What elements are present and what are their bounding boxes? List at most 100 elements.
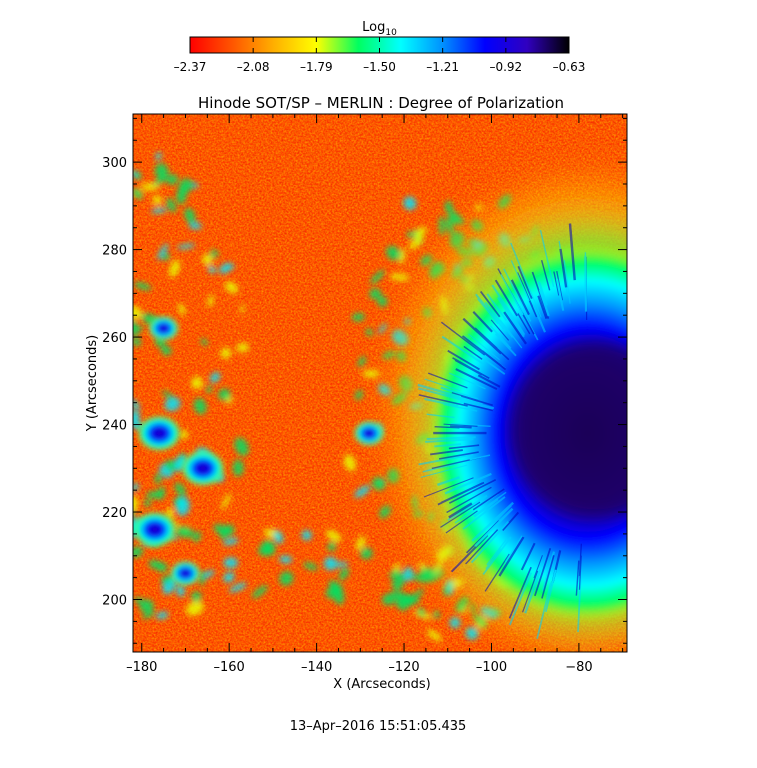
network-element <box>134 596 144 605</box>
network-element <box>164 397 181 412</box>
fibril <box>422 463 457 473</box>
fibril <box>438 451 479 460</box>
network-element <box>192 531 201 542</box>
x-axis-label: X (Arcseconds) <box>333 677 430 692</box>
network-element <box>279 555 293 564</box>
y-axis-label: Y (Arcseconds) <box>85 335 100 432</box>
network-element <box>152 195 162 205</box>
network-element <box>417 607 426 617</box>
network-element <box>351 313 365 322</box>
fibril <box>430 449 463 456</box>
network-element <box>465 626 479 640</box>
fibril <box>448 479 497 504</box>
fibril <box>441 335 484 365</box>
fibril <box>510 242 533 296</box>
fibril <box>541 551 556 591</box>
fibril <box>469 454 491 461</box>
network-element <box>177 243 195 249</box>
network-element <box>403 567 414 582</box>
network-element <box>392 572 406 591</box>
fibril <box>489 325 512 350</box>
y-tick-label: 260 <box>102 331 127 346</box>
network-element <box>162 390 175 400</box>
network-element <box>420 254 433 266</box>
fibril <box>446 486 492 514</box>
network-element <box>229 582 247 593</box>
x-tick-label: –120 <box>388 660 419 675</box>
network-element <box>473 614 488 628</box>
fibril <box>427 372 468 389</box>
fibril <box>537 281 548 306</box>
fibril <box>494 279 518 317</box>
fibril <box>544 569 557 613</box>
fibril <box>517 265 533 300</box>
network-element <box>174 482 186 496</box>
colorbar: Log10 –2.37 –2.08 –1.79 –1.50 –1.21 –0.92 –0.6… <box>174 20 586 74</box>
colorbar-tick-label: –1.21 <box>426 60 459 74</box>
fibril <box>437 481 485 506</box>
fibril <box>455 368 498 391</box>
fibril <box>517 313 531 335</box>
network-element <box>218 388 231 401</box>
network-element <box>179 430 189 439</box>
fibril <box>490 319 510 341</box>
fibril <box>503 311 527 345</box>
fibril <box>568 223 576 281</box>
network-element <box>449 617 461 629</box>
x-tick-label: −80 <box>565 660 592 675</box>
fibril <box>468 333 500 361</box>
fibril <box>443 423 478 427</box>
fibril <box>440 386 479 401</box>
fibril <box>473 498 499 518</box>
fibril <box>448 502 473 519</box>
fibril <box>482 536 512 575</box>
fibril <box>556 271 563 301</box>
network-element <box>414 226 427 238</box>
network-element <box>162 253 171 261</box>
fibril <box>494 333 517 357</box>
fibril <box>484 301 514 338</box>
network-element <box>209 249 219 259</box>
fibril <box>575 560 580 596</box>
fibril <box>533 555 543 579</box>
network-element <box>221 493 231 510</box>
y-tick-label: 280 <box>102 244 127 259</box>
network-element <box>191 591 202 602</box>
fibril <box>459 400 494 411</box>
network-element <box>343 454 356 472</box>
network-element <box>156 611 169 620</box>
network-element <box>252 585 268 599</box>
network-element <box>403 196 417 210</box>
fibril <box>444 472 492 495</box>
network-element <box>133 282 152 291</box>
fibril <box>426 413 455 419</box>
network-element <box>474 204 483 211</box>
fibril <box>475 293 505 330</box>
fibril <box>534 548 552 597</box>
fibril <box>434 443 462 448</box>
network-element <box>327 541 337 551</box>
colorbar-tick-label: –2.08 <box>237 60 270 74</box>
timestamp: 13–Apr–2016 15:51:05.435 <box>290 719 467 734</box>
network-element <box>273 530 284 544</box>
network-element <box>432 611 440 619</box>
fibril <box>471 501 514 542</box>
colorbar-ticks: –2.37 –2.08 –1.79 –1.50 –1.21 –0.92 –0.63 <box>174 37 585 74</box>
fibril <box>538 289 550 317</box>
network-element <box>379 505 391 519</box>
network-element <box>205 386 213 393</box>
network-element <box>426 629 442 642</box>
network-element <box>372 477 386 491</box>
chart-title: Hinode SOT/SP – MERLIN : Degree of Polar… <box>198 94 564 112</box>
x-tick-label: –180 <box>126 660 157 675</box>
fibril <box>424 378 461 392</box>
network-element <box>142 611 155 620</box>
network-element <box>133 337 142 347</box>
network-element <box>355 390 363 400</box>
network-element <box>438 215 445 236</box>
network-element <box>382 593 396 606</box>
fibril <box>510 260 530 302</box>
fibril <box>423 477 474 498</box>
network-element <box>157 562 168 573</box>
